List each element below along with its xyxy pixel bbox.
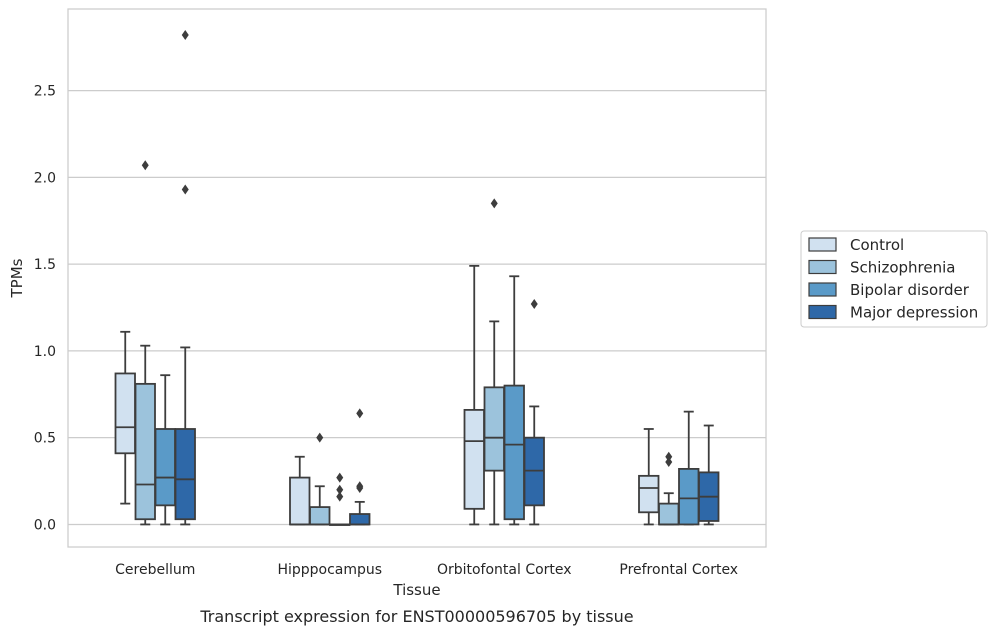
box-1-2 [329, 472, 351, 526]
box-2-2 [503, 275, 525, 526]
box-body [174, 428, 196, 521]
box-body [658, 502, 680, 526]
legend-label: Schizophrenia [850, 259, 955, 277]
box-body [503, 384, 525, 521]
outlier-point [336, 484, 344, 495]
legend-label: Control [850, 236, 904, 254]
box-body [289, 476, 311, 526]
box-body [309, 506, 331, 526]
outlier-point [356, 408, 364, 419]
x-tick-label: Orbitofontal Cortex [437, 562, 572, 578]
legend-item: Major depression [808, 304, 978, 322]
outlier-point [181, 30, 189, 41]
outlier-point [336, 472, 344, 483]
y-tick-label: 2.5 [34, 84, 56, 100]
box-2-3 [523, 299, 545, 526]
boxes [114, 30, 720, 526]
box-2-0 [463, 264, 485, 526]
outlier-point [490, 198, 498, 209]
box-body [483, 386, 505, 472]
outlier-point [316, 432, 324, 443]
legend-frame [800, 230, 988, 328]
legend: Control Schizophrenia Bipolar disorder Majo… [800, 230, 988, 328]
outlier-point [336, 491, 344, 502]
box-body [114, 372, 136, 455]
box-body [638, 474, 660, 514]
legend-label: Bipolar disorder [850, 281, 970, 299]
x-axis-title: Tissue [392, 581, 440, 599]
x-tick-label: Prefrontal Cortex [619, 562, 738, 578]
outlier-point [530, 299, 538, 310]
legend-item: Bipolar disorder [808, 281, 970, 299]
y-axis-title: TPMs [8, 258, 26, 298]
box-body [463, 408, 485, 510]
box-0-2 [154, 374, 176, 526]
box-0-3 [174, 30, 196, 526]
y-tick-label: 1.0 [34, 344, 56, 360]
x-tick-labels: Cerebellum Hipppocampus Orbitofontal Corte… [115, 562, 738, 578]
box-body [154, 428, 176, 507]
legend-item: Control [808, 236, 904, 254]
box-0-1 [134, 160, 156, 526]
x-tick-label: Hipppocampus [277, 562, 382, 578]
box-3-1 [658, 451, 680, 526]
legend-swatch [808, 259, 837, 275]
outlier-point [181, 184, 189, 195]
outlier-point [141, 160, 149, 171]
box-0-0 [114, 330, 136, 505]
y-tick-label: 1.5 [34, 257, 56, 273]
legend-swatch [808, 282, 837, 297]
box-body [134, 382, 156, 521]
x-tick-label: Cerebellum [115, 562, 195, 578]
box-body [349, 513, 371, 526]
box-3-2 [678, 410, 700, 526]
outlier-point [665, 451, 673, 462]
y-tick-label: 2.0 [34, 170, 56, 186]
box-3-3 [698, 424, 720, 526]
box-2-1 [483, 198, 505, 526]
box-1-0 [289, 455, 311, 526]
box-1-1 [309, 432, 331, 526]
box-1-3 [349, 408, 371, 526]
outlier-point [356, 481, 364, 492]
y-tick-label: 0.5 [34, 431, 56, 447]
legend-item: Schizophrenia [808, 259, 955, 277]
box-3-0 [638, 428, 660, 526]
y-tick-labels: 0.0 0.5 1.0 1.5 2.0 2.5 [34, 84, 56, 534]
chart-caption: Transcript expression for ENST0000059670… [199, 607, 633, 626]
box-body [678, 468, 700, 526]
y-tick-label: 0.0 [34, 517, 56, 533]
plot-area [67, 8, 767, 548]
legend-swatch [808, 237, 837, 252]
outlier-point [665, 456, 673, 467]
legend-label: Major depression [850, 304, 978, 322]
legend-swatch [808, 304, 837, 320]
